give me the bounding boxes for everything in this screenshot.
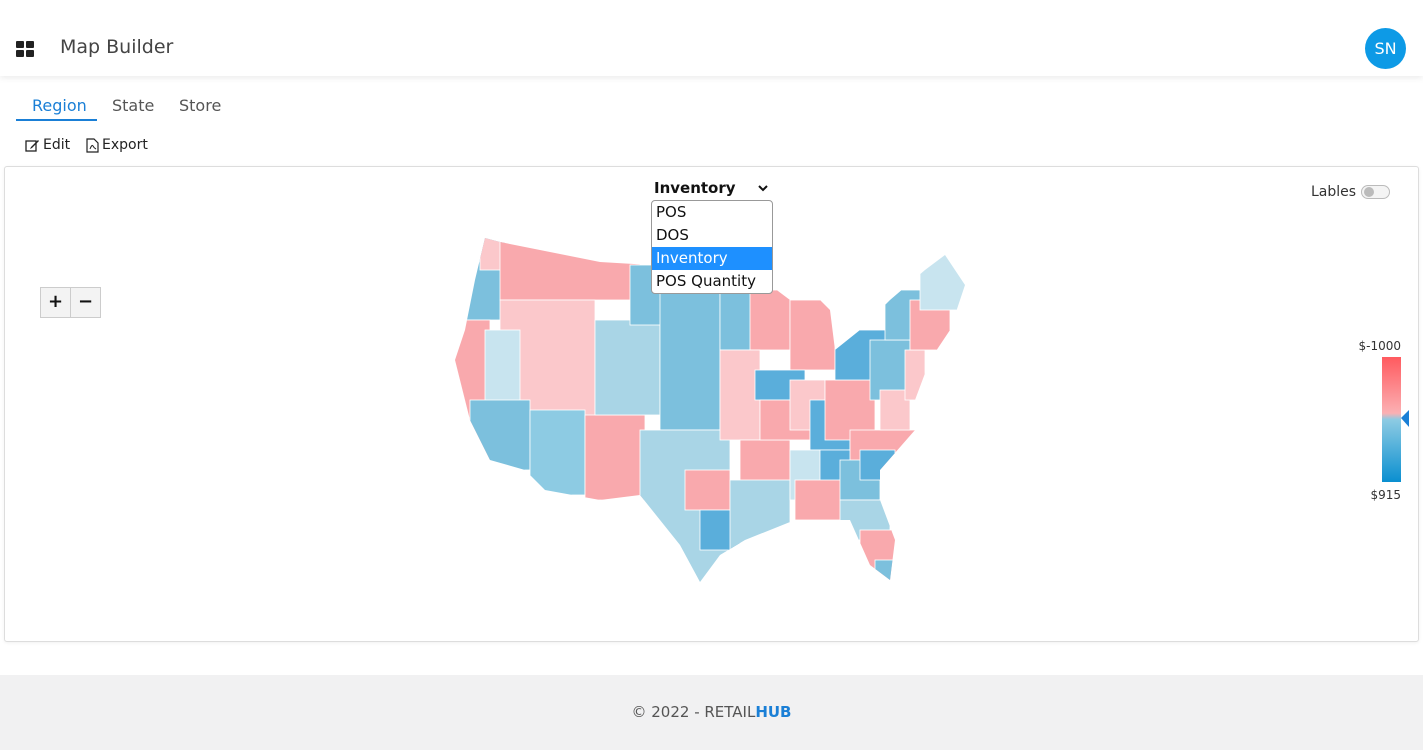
metric-select[interactable]: Inventory	[654, 179, 736, 197]
tab[interactable]: Region	[32, 96, 87, 115]
app-title: Map Builder	[60, 36, 174, 58]
select-chevron	[758, 185, 768, 192]
legend-bar	[1382, 357, 1401, 482]
legend-min: $915	[1370, 488, 1401, 502]
legend-max: $-1000	[1358, 339, 1401, 353]
option[interactable]: POS	[656, 203, 687, 221]
tab-indicator	[16, 119, 97, 121]
pdf-icon	[86, 137, 99, 153]
labels-toggle-label: Lables	[1311, 184, 1357, 200]
tab[interactable]: Store	[179, 96, 222, 115]
user-avatar[interactable]: SN	[1365, 28, 1406, 69]
brand: HUB	[755, 703, 792, 721]
zoom-in[interactable]: +	[40, 287, 71, 318]
edit-icon	[25, 140, 39, 152]
option[interactable]: Inventory	[652, 247, 772, 270]
option[interactable]: DOS	[656, 226, 689, 244]
metric-options: POS DOS Inventory POS Quantity	[651, 200, 773, 294]
header: Map Builder SN	[0, 0, 1423, 76]
copyright: © 2022 - RETAIL	[631, 703, 756, 721]
zoom-out[interactable]: −	[70, 287, 101, 318]
export-label: Export	[102, 137, 148, 153]
tab[interactable]: State	[112, 96, 155, 115]
labels-toggle[interactable]	[1361, 185, 1390, 199]
legend-pointer	[1401, 410, 1409, 427]
option[interactable]: POS Quantity	[656, 272, 756, 290]
edit-label: Edit	[43, 137, 71, 153]
apps-icon[interactable]	[16, 41, 35, 57]
export-button[interactable]: Export	[86, 137, 148, 153]
footer: © 2022 - RETAILHUB	[0, 675, 1423, 750]
edit-button[interactable]: Edit	[25, 137, 70, 153]
